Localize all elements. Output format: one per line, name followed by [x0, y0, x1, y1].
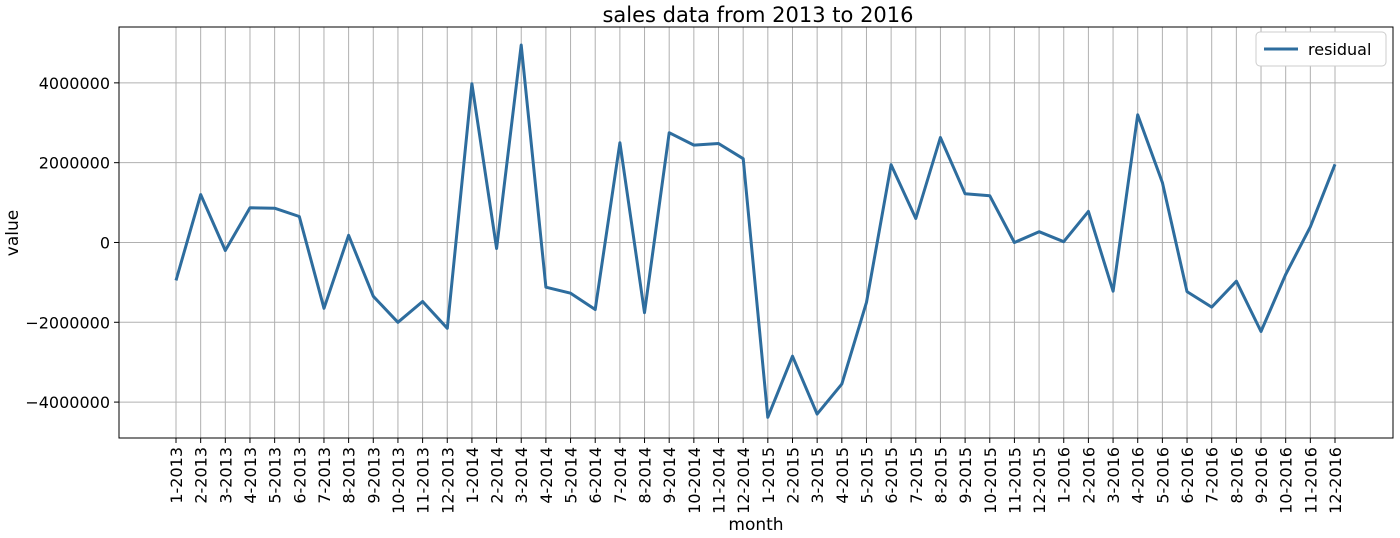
series-layer	[174, 43, 1337, 419]
x-tick-label: 5-2013	[266, 447, 285, 504]
x-tick-label: 6-2016	[1178, 447, 1197, 504]
x-tick-label: 8-2015	[931, 447, 950, 504]
x-tick-label: 9-2016	[1252, 447, 1271, 504]
x-tick-label: 2-2013	[192, 447, 211, 504]
x-tick-label: 11-2015	[1005, 447, 1024, 514]
chart-title: sales data from 2013 to 2016	[602, 3, 913, 27]
y-tick-label: −2000000	[25, 313, 110, 332]
x-tick-label: 4-2014	[537, 447, 556, 504]
legend: residual	[1255, 31, 1387, 67]
legend-box	[1255, 31, 1387, 67]
x-tick-label: 6-2013	[290, 447, 309, 504]
x-tick-label: 10-2016	[1277, 447, 1296, 514]
x-tick-label: 9-2015	[956, 447, 975, 504]
x-tick-label: 10-2015	[981, 447, 1000, 514]
x-tick-label: 2-2016	[1079, 447, 1098, 504]
x-tick-label: 7-2016	[1203, 447, 1222, 504]
x-tick-label: 3-2015	[808, 447, 827, 504]
x-tick-label: 11-2014	[710, 447, 729, 514]
y-axis-label: value	[3, 210, 23, 256]
x-tick-label: 1-2016	[1055, 447, 1074, 504]
x-tick-label: 7-2014	[611, 447, 630, 504]
x-tick-label: 9-2013	[364, 447, 383, 504]
x-tick-label: 7-2013	[315, 447, 334, 504]
y-tick-label: 0	[100, 233, 110, 252]
x-tick-label: 1-2014	[463, 447, 482, 504]
x-tick-label: 8-2014	[636, 447, 655, 504]
x-tick-label: 11-2013	[414, 447, 433, 514]
grid	[119, 27, 1393, 438]
x-tick-label: 5-2015	[857, 447, 876, 504]
x-tick-label: 5-2016	[1153, 447, 1172, 504]
x-tick-label: 8-2013	[340, 447, 359, 504]
x-tick-label: 3-2014	[512, 447, 531, 504]
x-tick-label: 5-2014	[562, 447, 581, 504]
y-tick-label: −4000000	[25, 393, 110, 412]
x-tick-label: 2-2014	[488, 447, 507, 504]
x-tick-label: 10-2014	[685, 447, 704, 514]
x-tick-label: 11-2016	[1301, 447, 1320, 514]
x-tick-label: 1-2013	[167, 447, 186, 504]
legend-label-residual: residual	[1308, 40, 1371, 59]
x-tick-label: 9-2014	[660, 447, 679, 504]
x-tick-label: 7-2015	[907, 447, 926, 504]
x-tick-label: 4-2016	[1129, 447, 1148, 504]
x-tick-label: 6-2014	[586, 447, 605, 504]
plot-frame	[118, 26, 1394, 439]
x-tick-label: 10-2013	[389, 447, 408, 514]
x-tick-label: 4-2015	[833, 447, 852, 504]
x-tick-label: 8-2016	[1227, 447, 1246, 504]
x-tick-label: 2-2015	[783, 447, 802, 504]
ticks: 1-2013 2-2013 3-2013 4-2013 5-2013 6-2013 7-20…	[25, 74, 1345, 514]
y-tick-label: 4000000	[39, 74, 110, 93]
x-tick-label: 3-2016	[1104, 447, 1123, 504]
x-tick-label: 12-2016	[1326, 447, 1345, 514]
x-tick-label: 4-2013	[241, 447, 260, 504]
series-line-residual	[174, 43, 1337, 419]
y-tick-label: 2000000	[39, 154, 110, 173]
x-tick-label: 1-2015	[759, 447, 778, 504]
x-tick-label: 6-2015	[882, 447, 901, 504]
x-axis-label: month	[728, 515, 783, 535]
x-tick-label: 12-2014	[734, 447, 753, 514]
x-tick-label: 12-2015	[1030, 447, 1049, 514]
x-tick-label: 3-2013	[216, 447, 235, 504]
x-tick-label: 12-2013	[438, 447, 457, 514]
